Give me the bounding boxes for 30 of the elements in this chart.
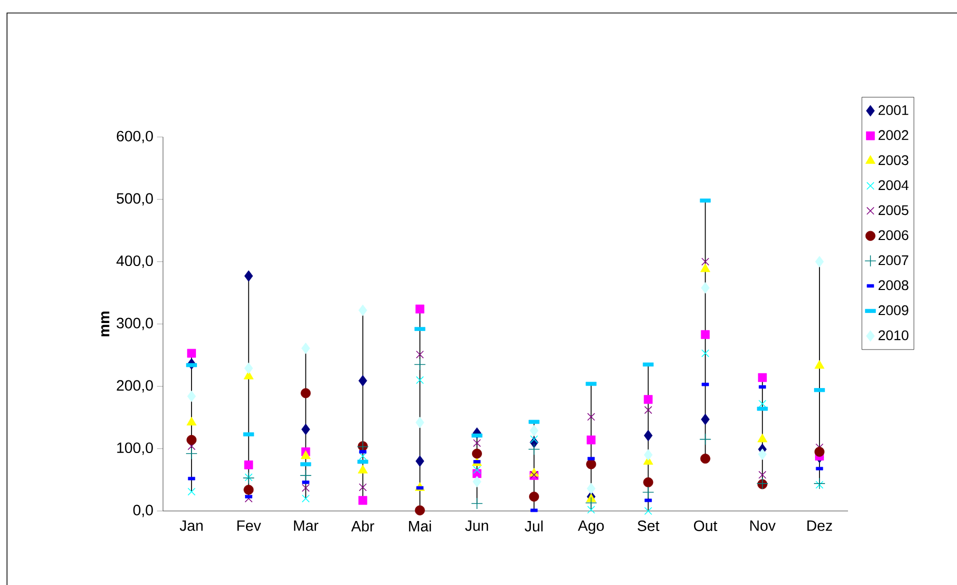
y-tick-label: 300,0 — [116, 318, 153, 330]
legend-label: 2010 — [878, 330, 908, 340]
y-tick-label: 600,0 — [116, 130, 153, 144]
x-tick-label: Dez — [807, 520, 832, 531]
legend-label: 2009 — [878, 305, 908, 316]
x-tick-label: Jan — [180, 520, 203, 531]
y-tick-label: 0,0 — [133, 504, 153, 518]
legend-label: 2005 — [878, 205, 908, 216]
legend-label: 2001 — [878, 105, 908, 116]
x-tick-label: Abr — [351, 520, 374, 532]
x-tick-label: Out — [694, 520, 718, 532]
legend-label: 2006 — [878, 230, 908, 240]
x-tick-label: Set — [638, 520, 660, 532]
y-tick-label: 400,0 — [116, 255, 153, 268]
legend-label: 2003 — [878, 155, 908, 166]
y-tick-label: 200,0 — [116, 380, 153, 392]
legend-label: 2008 — [878, 280, 908, 290]
x-tick-label: Fev — [237, 520, 262, 531]
x-tick-label: Nov — [750, 520, 776, 531]
legend-label: 2004 — [878, 180, 909, 190]
y-tick-label: 500,0 — [116, 193, 153, 206]
x-tick-label: Mar — [294, 520, 318, 531]
y-tick-label: 100,0 — [117, 442, 153, 455]
x-tick-label: Jun — [465, 520, 488, 531]
x-tick-label: Jul — [524, 520, 543, 532]
legend-label: 2007 — [878, 255, 908, 266]
x-tick-label: Ago — [578, 520, 604, 534]
y-axis-title: mm — [101, 312, 110, 336]
x-tick-label: Mai — [409, 520, 431, 532]
legend-label: 2002 — [878, 130, 908, 140]
